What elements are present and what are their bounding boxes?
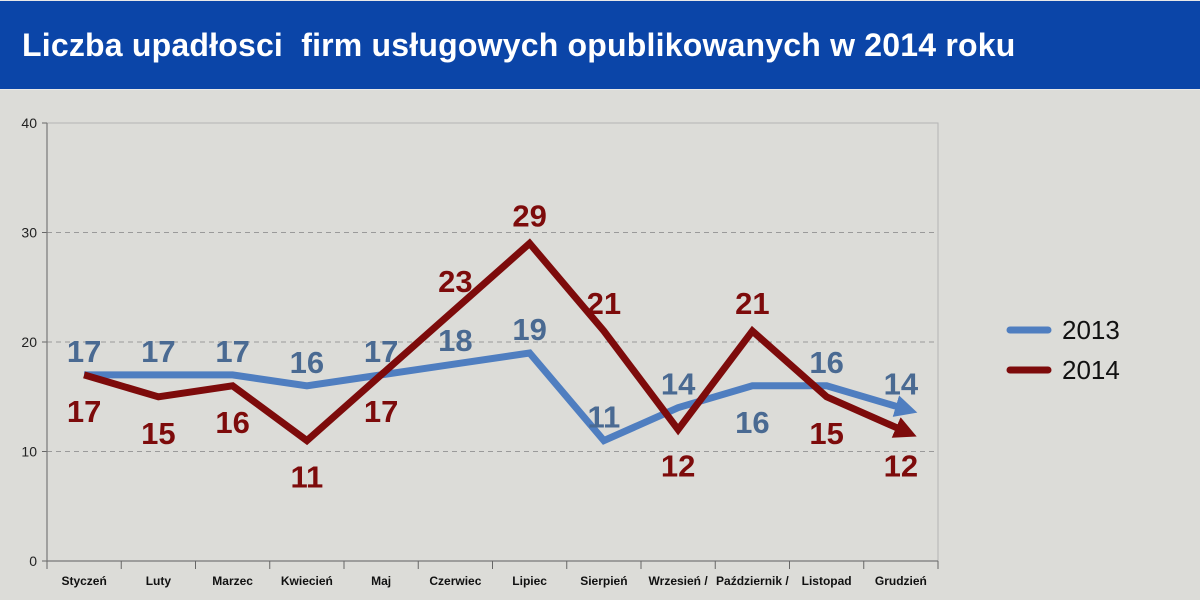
data-label-2014: 21 <box>587 286 621 321</box>
data-label-2013: 17 <box>141 334 175 369</box>
x-tick-label: Sierpień <box>580 574 627 588</box>
data-label-2014: 23 <box>438 264 472 299</box>
title-bar: Liczba upadłosci firm usługowych opublik… <box>0 0 1200 90</box>
x-tick-label: Marzec <box>212 574 253 588</box>
x-tick-label: Luty <box>146 574 172 588</box>
x-tick-label: Czerwiec <box>429 574 481 588</box>
data-label-2013: 17 <box>215 334 249 369</box>
data-label-2013: 14 <box>884 367 919 402</box>
y-tick-label: 10 <box>21 444 37 460</box>
chart-title: Liczba upadłosci firm usługowych opublik… <box>22 27 1016 63</box>
data-label-2014: 12 <box>884 449 918 484</box>
series-line-2014 <box>83 238 917 446</box>
data-label-2013: 14 <box>661 367 696 402</box>
x-tick-label: Listopad <box>802 574 852 588</box>
series-line-2013 <box>84 349 918 445</box>
data-label-2014: 15 <box>809 416 843 451</box>
data-label-2014: 12 <box>661 449 695 484</box>
data-label-2014: 29 <box>512 198 546 233</box>
data-label-2013: 17 <box>67 334 101 369</box>
legend-label-2014: 2014 <box>1062 355 1120 385</box>
data-label-2014: 15 <box>141 416 175 451</box>
data-label-2014: 16 <box>215 405 249 440</box>
x-tick-label: Maj <box>371 574 391 588</box>
data-label-2013: 16 <box>290 345 324 380</box>
y-tick-label: 20 <box>21 334 37 350</box>
data-label-2014: 17 <box>364 394 398 429</box>
x-tick-label: Październik / <box>716 574 789 588</box>
y-tick-label: 40 <box>21 115 37 131</box>
data-label-2013: 16 <box>809 345 843 380</box>
data-label-2013: 18 <box>438 323 472 358</box>
data-label-2013: 17 <box>364 334 398 369</box>
x-tick-label: Styczeń <box>61 574 106 588</box>
x-tick-label: Grudzień <box>875 574 927 588</box>
data-label-2013: 11 <box>587 400 620 435</box>
y-tick-label: 30 <box>21 225 37 241</box>
data-label-2014: 11 <box>290 460 323 495</box>
data-label-2013: 16 <box>735 405 769 440</box>
legend-label-2013: 2013 <box>1062 315 1120 345</box>
x-tick-label: Kwiecień <box>281 574 333 588</box>
data-label-2014: 21 <box>735 286 769 321</box>
data-label-2013: 19 <box>512 312 546 347</box>
x-tick-label: Lipiec <box>512 574 547 588</box>
x-tick-label: Wrzesień / <box>649 574 709 588</box>
data-label-2014: 17 <box>67 394 101 429</box>
y-tick-label: 0 <box>29 553 37 569</box>
